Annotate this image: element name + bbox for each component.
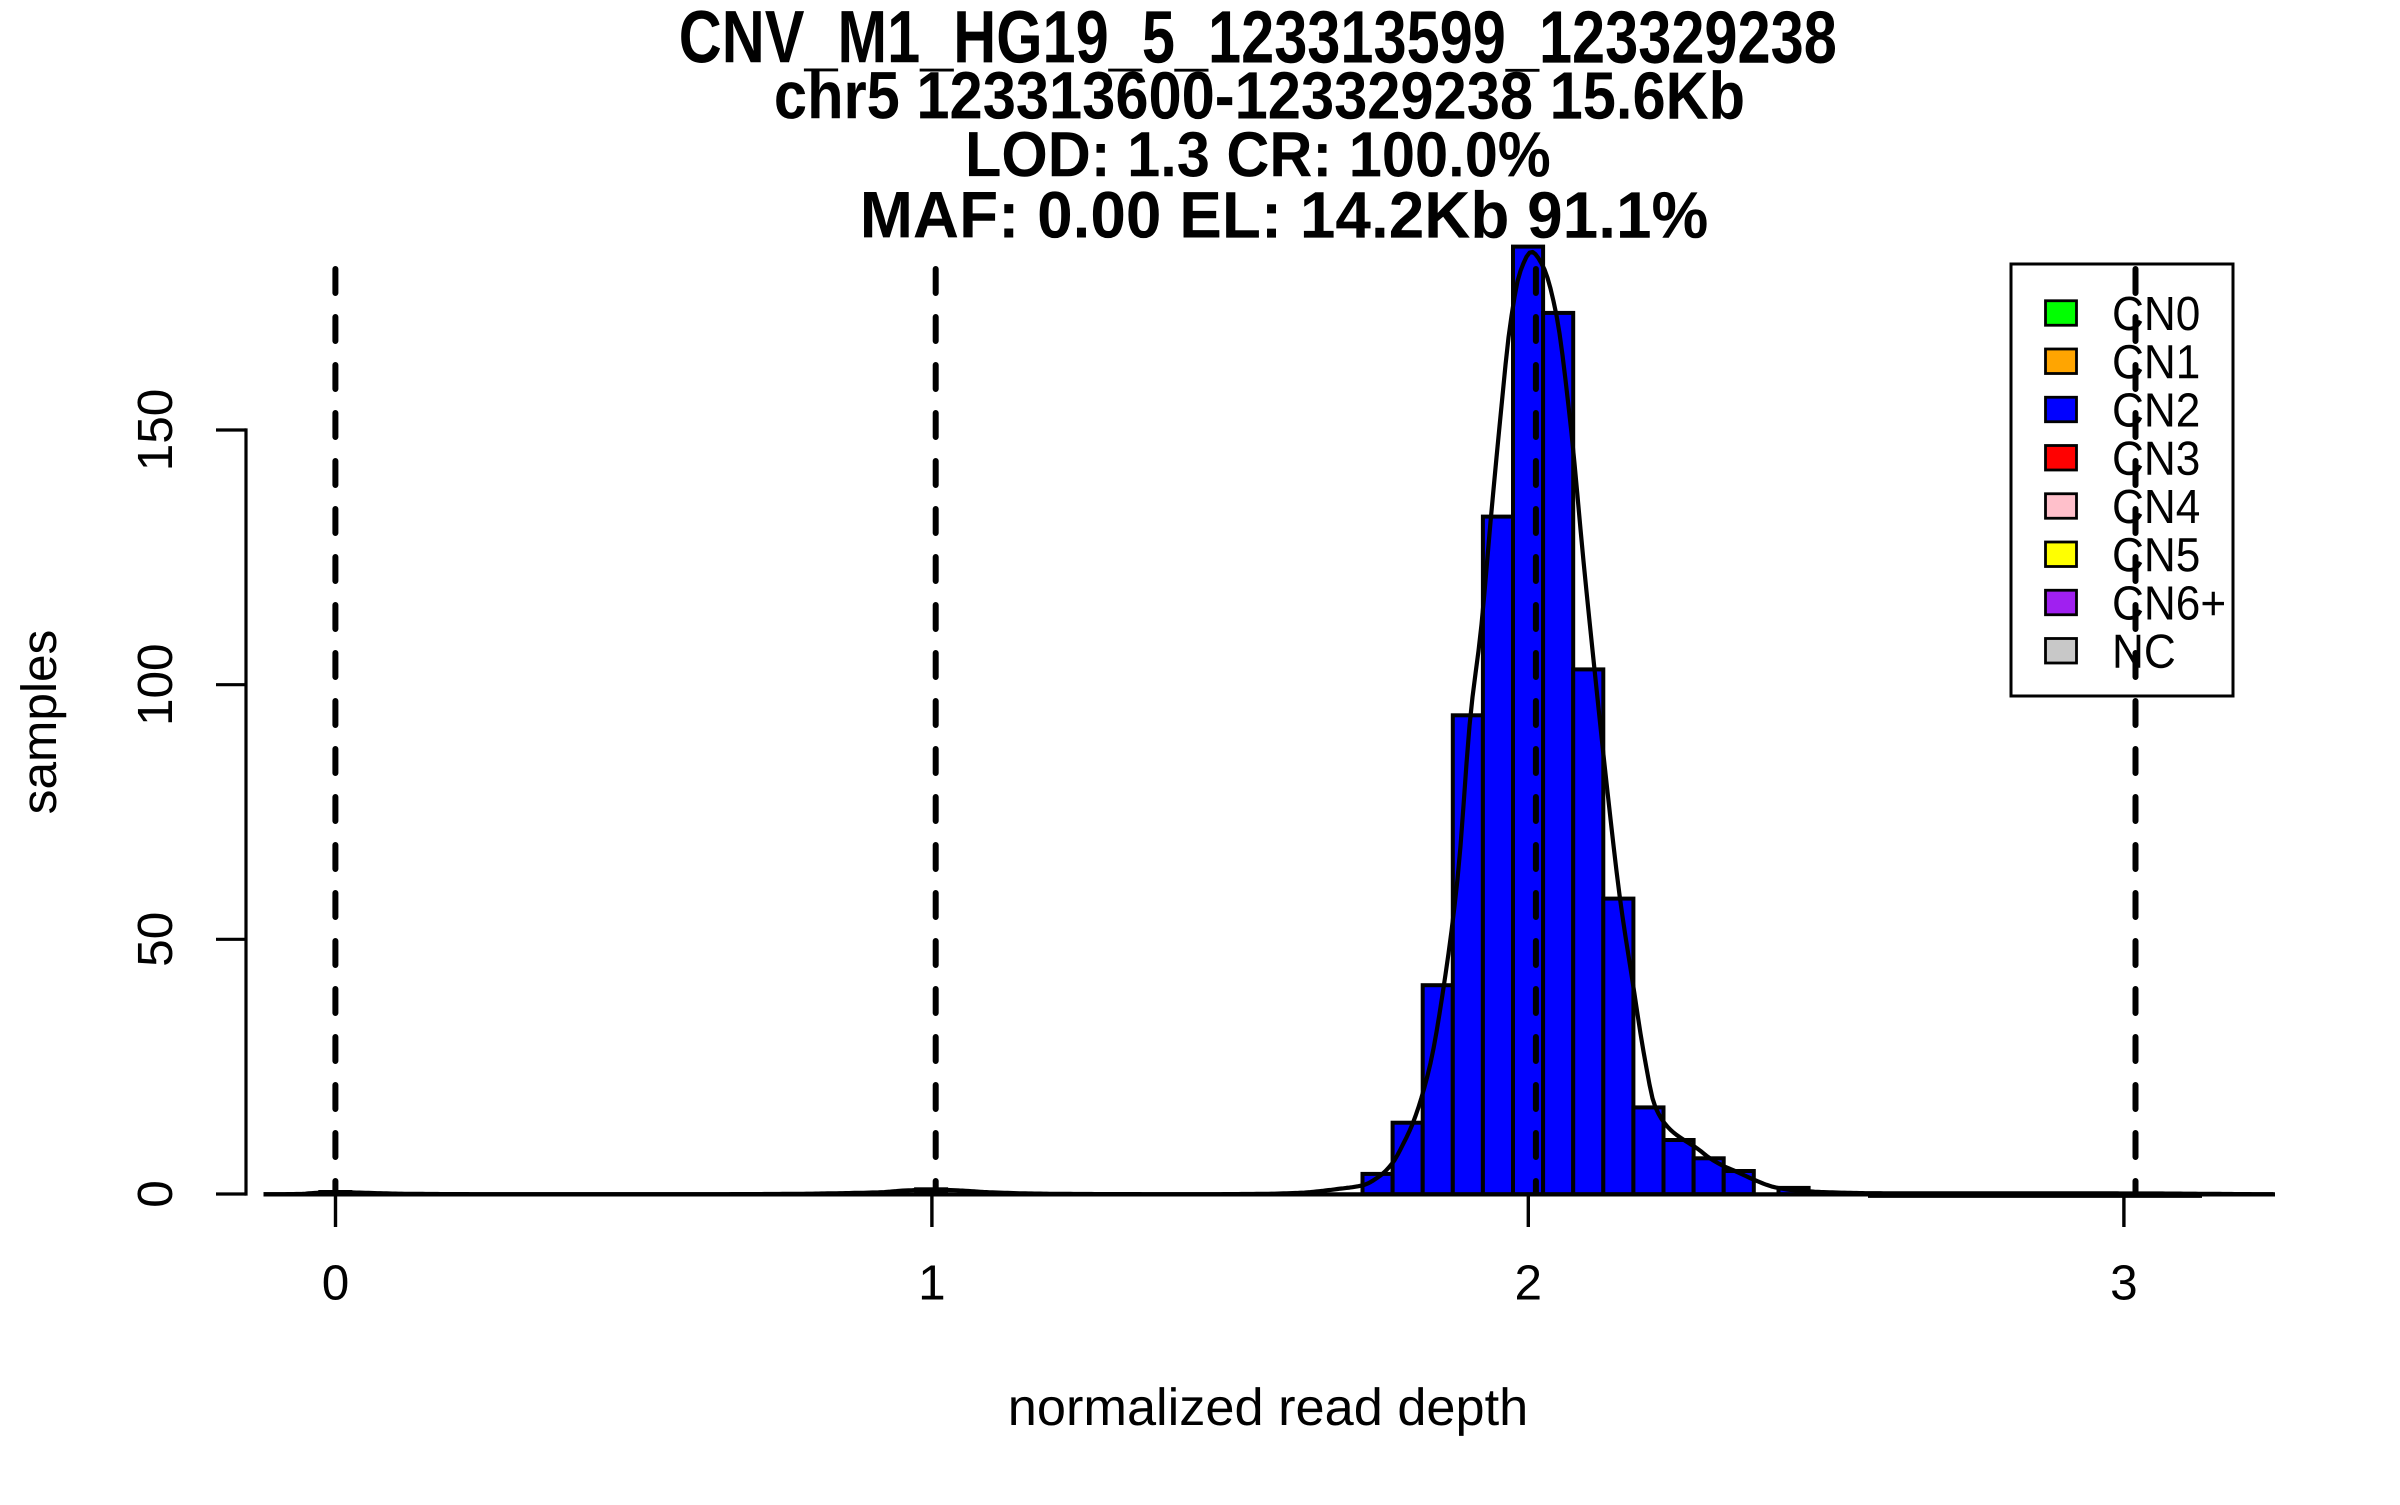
svg-text:CN4: CN4 <box>2112 481 2200 534</box>
svg-text:MAF: 0.00 EL: 14.2Kb 91.1%: MAF: 0.00 EL: 14.2Kb 91.1% <box>860 177 1709 251</box>
svg-text:3: 3 <box>2110 1256 2138 1311</box>
svg-text:0: 0 <box>322 1256 350 1311</box>
svg-text:1: 1 <box>918 1256 946 1311</box>
svg-text:100: 100 <box>128 643 183 726</box>
svg-text:CN5: CN5 <box>2112 529 2200 582</box>
svg-text:chr5 123313600-123329238 15.6K: chr5 123313600-123329238 15.6Kb <box>774 58 1745 134</box>
svg-text:0: 0 <box>128 1180 183 1208</box>
svg-text:CN6+: CN6+ <box>2112 578 2226 631</box>
svg-text:LOD: 1.3 CR: 100.0%: LOD: 1.3 CR: 100.0% <box>965 118 1551 190</box>
svg-text:CN0: CN0 <box>2112 288 2200 341</box>
svg-text:2: 2 <box>1515 1256 1543 1311</box>
svg-text:CN3: CN3 <box>2112 433 2200 486</box>
svg-text:50: 50 <box>128 912 183 967</box>
svg-text:150: 150 <box>128 389 183 472</box>
svg-text:normalized read depth: normalized read depth <box>1008 1379 1528 1437</box>
svg-text:NC: NC <box>2112 626 2176 679</box>
svg-text:CNV_M1_HG19_5_123313599_123329: CNV_M1_HG19_5_123313599_123329238 <box>679 0 1837 79</box>
svg-text:samples: samples <box>11 630 67 815</box>
svg-text:CN1: CN1 <box>2112 336 2200 389</box>
svg-text:CN2: CN2 <box>2112 385 2200 438</box>
